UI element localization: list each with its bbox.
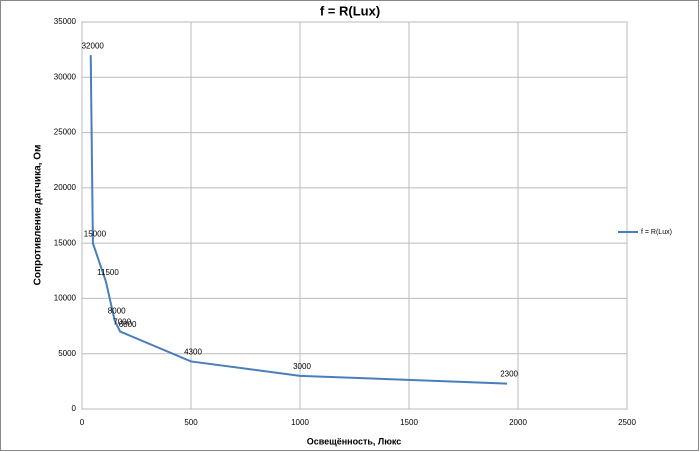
x-axis-title: Освещённость, Люкс (307, 436, 402, 446)
x-tick-label: 500 (184, 418, 198, 427)
y-tick-label: 10000 (54, 294, 77, 303)
x-tick-label: 2000 (509, 418, 527, 427)
y-axis-title: Сопротивление датчика, Ом (33, 145, 44, 286)
y-tick-label: 35000 (54, 17, 77, 26)
x-tick-label: 1500 (400, 418, 418, 427)
data-label: 32000 (82, 41, 105, 50)
data-label: 6800 (119, 320, 137, 329)
plot-area (81, 21, 628, 410)
data-label: 11500 (97, 268, 119, 277)
data-label: 15000 (84, 229, 107, 238)
y-tick-label: 0 (72, 404, 77, 413)
data-label: 4300 (184, 348, 202, 357)
y-tick-label: 5000 (58, 349, 76, 358)
legend-label: f = R(Lux) (641, 229, 672, 236)
y-tick-label: 20000 (54, 183, 77, 192)
data-label: 3000 (293, 362, 311, 371)
x-tick-label: 0 (80, 418, 85, 427)
data-label: 7000 (113, 318, 131, 327)
y-tick-label: 25000 (54, 128, 77, 137)
chart-title: f = R(Lux) (320, 3, 380, 18)
data-line (89, 55, 508, 385)
x-tick-label: 1000 (291, 418, 309, 427)
x-tick-label: 2500 (618, 418, 636, 427)
data-label: 8000 (108, 307, 126, 316)
y-tick-label: 15000 (54, 238, 77, 247)
y-tick-label: 30000 (54, 72, 77, 81)
data-label: 2300 (500, 370, 518, 379)
